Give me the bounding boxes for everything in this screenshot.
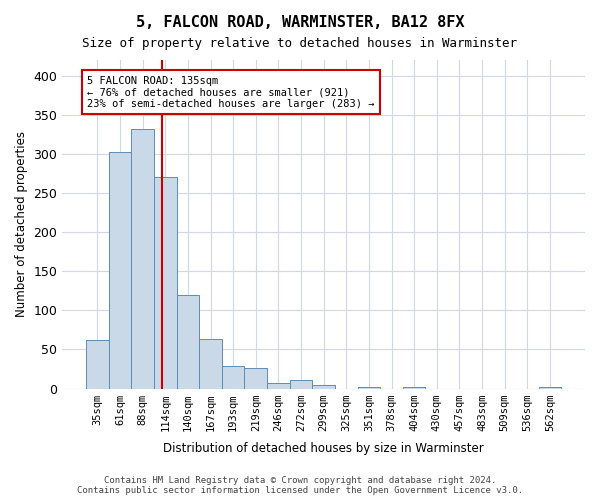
Text: Size of property relative to detached houses in Warminster: Size of property relative to detached ho… <box>83 38 517 51</box>
Bar <box>86 340 109 388</box>
Bar <box>131 129 154 388</box>
Bar <box>222 366 244 388</box>
Text: Contains HM Land Registry data © Crown copyright and database right 2024.
Contai: Contains HM Land Registry data © Crown c… <box>77 476 523 495</box>
Bar <box>176 294 199 388</box>
X-axis label: Distribution of detached houses by size in Warminster: Distribution of detached houses by size … <box>163 442 484 455</box>
Text: 5, FALCON ROAD, WARMINSTER, BA12 8FX: 5, FALCON ROAD, WARMINSTER, BA12 8FX <box>136 15 464 30</box>
Bar <box>267 383 290 388</box>
Bar <box>109 152 131 388</box>
Bar <box>358 387 380 388</box>
Bar <box>154 176 176 388</box>
Bar <box>290 380 313 388</box>
Y-axis label: Number of detached properties: Number of detached properties <box>15 132 28 318</box>
Text: 5 FALCON ROAD: 135sqm
← 76% of detached houses are smaller (921)
23% of semi-det: 5 FALCON ROAD: 135sqm ← 76% of detached … <box>87 76 374 109</box>
Bar <box>403 387 425 388</box>
Bar <box>244 368 267 388</box>
Bar <box>313 384 335 388</box>
Bar <box>539 387 561 388</box>
Bar <box>199 339 222 388</box>
